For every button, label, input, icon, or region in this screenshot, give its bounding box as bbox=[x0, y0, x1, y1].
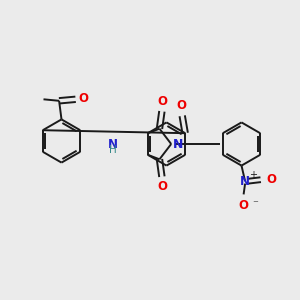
Text: O: O bbox=[266, 173, 276, 186]
Text: N: N bbox=[240, 175, 250, 188]
Text: O: O bbox=[176, 99, 186, 112]
Text: O: O bbox=[157, 95, 167, 108]
Text: H: H bbox=[109, 145, 116, 155]
Text: O: O bbox=[238, 199, 249, 212]
Text: +: + bbox=[250, 170, 257, 180]
Text: O: O bbox=[78, 92, 88, 105]
Text: O: O bbox=[157, 180, 167, 193]
Text: N: N bbox=[107, 138, 118, 151]
Text: N: N bbox=[172, 137, 183, 151]
Text: ⁻: ⁻ bbox=[252, 199, 258, 209]
